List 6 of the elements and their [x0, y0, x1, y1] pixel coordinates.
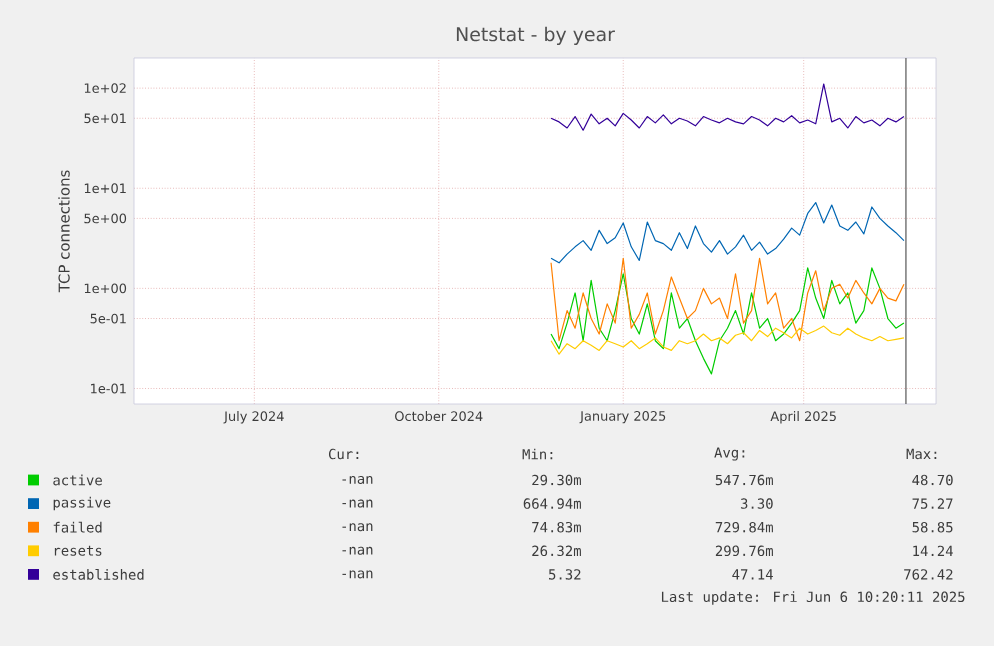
line-series: [550, 83, 905, 131]
line-series: [550, 201, 905, 264]
line-series: [550, 257, 905, 342]
line-series: [550, 325, 905, 355]
line-series: [550, 267, 905, 375]
chart-title: Netstat - by year: [456, 26, 615, 45]
